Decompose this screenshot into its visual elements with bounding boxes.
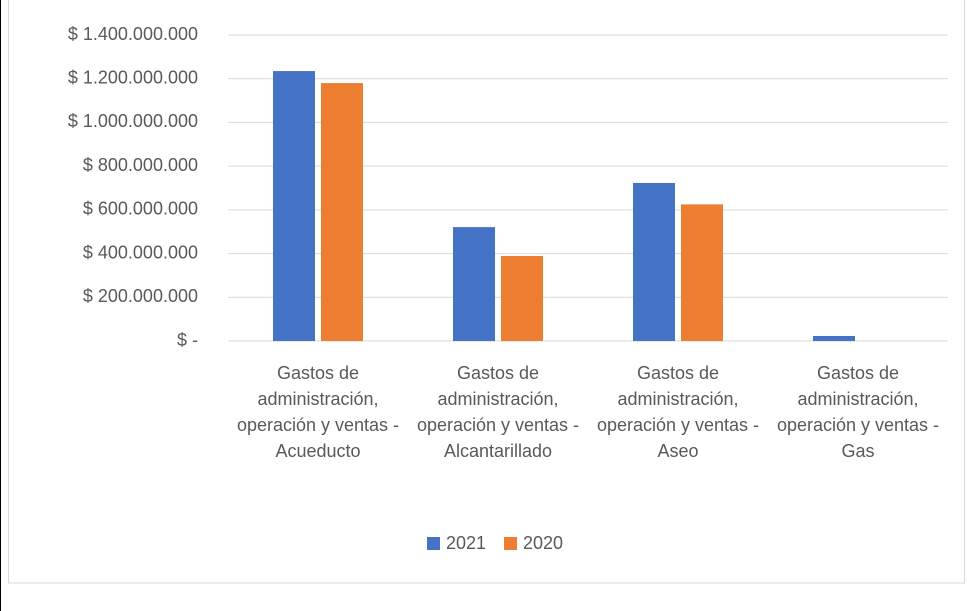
x-tick-label: Gastos de administración, operación y ve… — [236, 363, 400, 461]
y-tick-label: $ 1.200.000.000 — [68, 67, 198, 87]
bar — [321, 83, 363, 341]
y-tick-label: $ 800.000.000 — [83, 155, 198, 175]
bar — [453, 227, 495, 341]
legend-label: 2020 — [523, 533, 564, 553]
legend-swatch — [504, 537, 517, 550]
bar — [813, 335, 855, 341]
x-tick-label: Gastos de administración, operación y ve… — [776, 363, 940, 461]
legend-swatch — [427, 537, 440, 550]
x-tick-label: Gastos de administración, operación y ve… — [596, 363, 760, 461]
x-tick-label: Gastos de administración, operación y ve… — [416, 363, 580, 461]
bar — [633, 182, 675, 341]
chart-border — [8, 0, 965, 584]
y-tick-label: $ - — [177, 330, 198, 350]
bar — [273, 71, 315, 342]
y-tick-label: $ 200.000.000 — [83, 286, 198, 306]
legend-label: 2021 — [446, 533, 487, 553]
y-tick-label: $ 400.000.000 — [83, 242, 198, 262]
y-tick-label: $ 1.400.000.000 — [68, 24, 198, 44]
bar — [681, 204, 723, 341]
y-tick-label: $ 1.000.000.000 — [68, 111, 198, 131]
y-tick-label: $ 600.000.000 — [83, 199, 198, 219]
bar — [501, 255, 543, 341]
